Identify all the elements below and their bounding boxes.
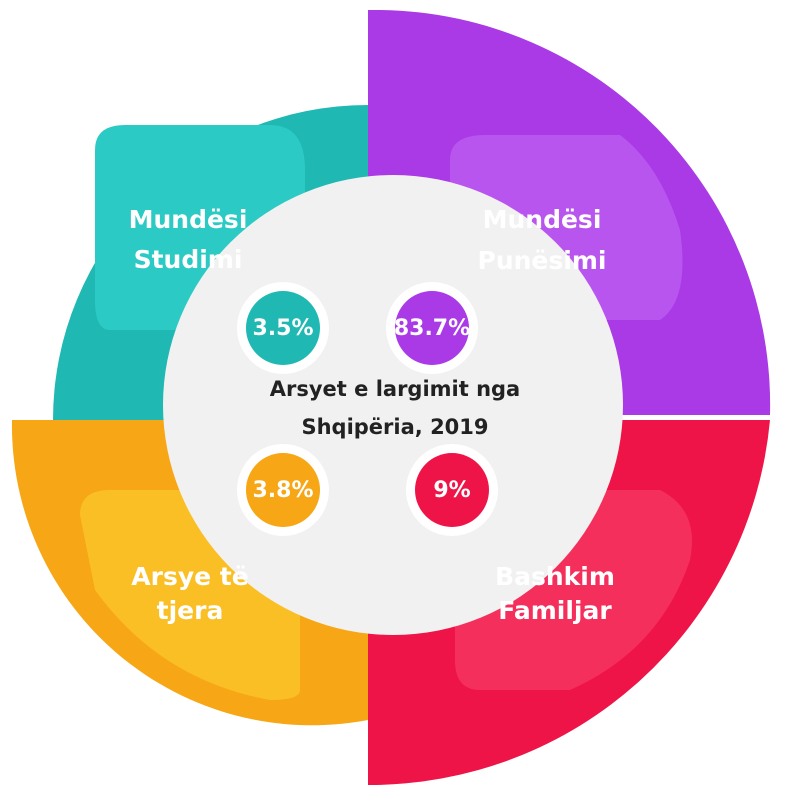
title-line: Arsyet e largimit nga [270,377,520,401]
segment-label: Punësimi [478,246,607,275]
title-line: Shqipëria, 2019 [301,415,488,439]
segment-value: 83.7% [394,316,470,341]
segment-label: Mundësi [483,205,602,234]
segment-value: 3.8% [252,478,313,503]
value-badge [395,291,469,365]
value-badge [246,291,320,365]
segment-label: Arsye të [131,562,248,591]
segment-label: Studimi [134,245,243,274]
segment-label: Mundësi [129,205,248,234]
segment-label: Bashkim [495,562,615,591]
value-badge [415,453,489,527]
segment-label: tjera [157,596,224,625]
value-badge [246,453,320,527]
segment-value: 3.5% [252,316,313,341]
segment-value: 9% [433,478,470,503]
segment-label: Familjar [498,596,612,625]
